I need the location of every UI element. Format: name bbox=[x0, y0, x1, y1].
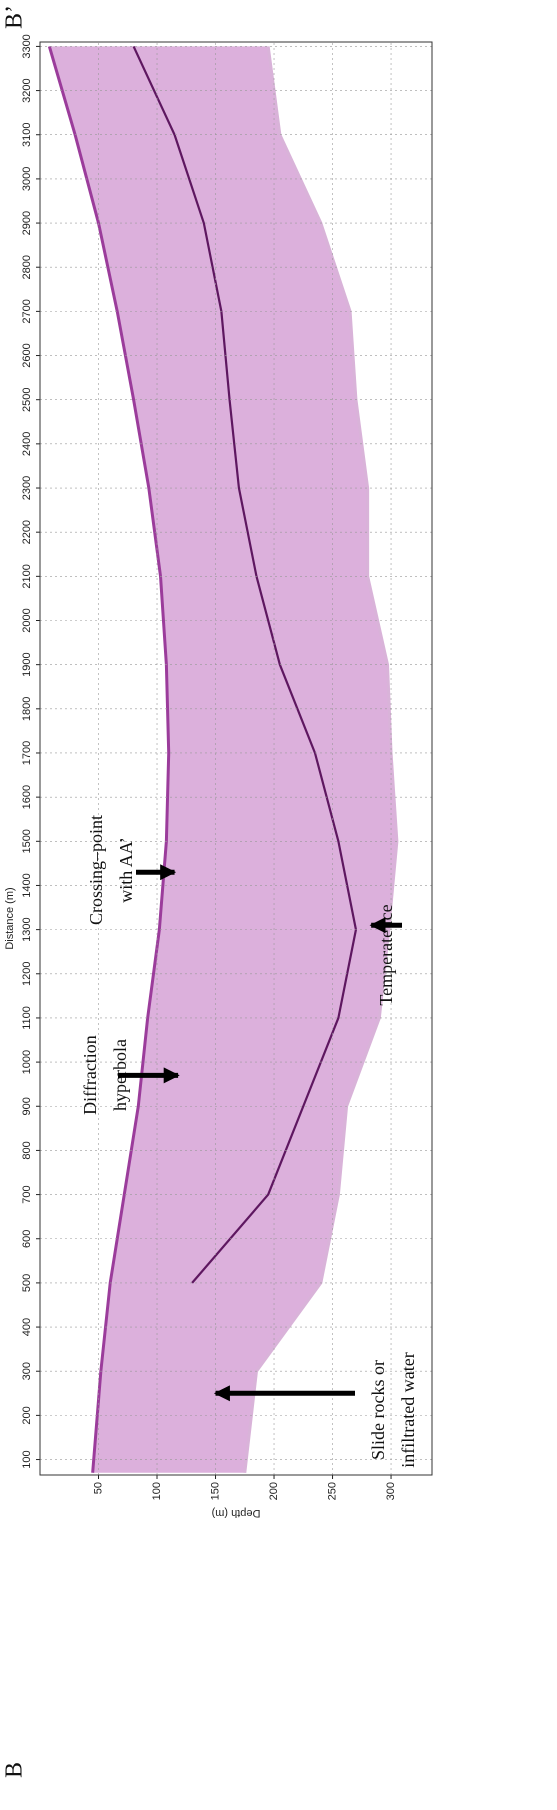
annotation-text: Crossing–point bbox=[86, 815, 106, 925]
x-tick-label: 3300 bbox=[21, 34, 33, 58]
x-tick-label: 400 bbox=[21, 1318, 33, 1336]
x-tick-label: 1100 bbox=[21, 1006, 33, 1030]
x-tick-label: 100 bbox=[21, 1450, 33, 1468]
annotation-text: Temperate ice bbox=[376, 904, 396, 1005]
y-tick-label: 200 bbox=[268, 1482, 280, 1500]
annotation-text: with AA’ bbox=[116, 837, 136, 903]
x-tick-label: 1800 bbox=[21, 697, 33, 721]
x-tick-label: 2100 bbox=[21, 564, 33, 588]
profile-end-label: B’ bbox=[2, 5, 28, 29]
x-tick-label: 1200 bbox=[21, 962, 33, 986]
y-axis-title: Depth (m) bbox=[212, 1507, 261, 1519]
x-tick-label: 2400 bbox=[21, 432, 33, 456]
x-tick-label: 1500 bbox=[21, 829, 33, 853]
profile-start-label: B bbox=[2, 1762, 28, 1778]
data-line bbox=[47, 46, 171, 1473]
plot-frame bbox=[39, 41, 433, 1476]
x-tick-label: 2300 bbox=[21, 476, 33, 500]
x-tick-label: 1000 bbox=[21, 1050, 33, 1074]
x-tick-label: 800 bbox=[21, 1141, 33, 1159]
y-tick-label: 50 bbox=[92, 1482, 104, 1494]
data-line bbox=[132, 45, 358, 1284]
x-tick-label: 3100 bbox=[21, 122, 33, 146]
x-tick-label: 700 bbox=[21, 1185, 33, 1203]
data-area bbox=[49, 46, 397, 1473]
annotation-text: infiltrated water bbox=[398, 1352, 418, 1467]
x-tick-label: 2200 bbox=[21, 520, 33, 544]
x-tick-label: 3000 bbox=[21, 167, 33, 191]
x-tick-label: 2500 bbox=[21, 387, 33, 411]
y-tick-label: 100 bbox=[151, 1482, 163, 1500]
x-tick-label: 300 bbox=[21, 1362, 33, 1380]
annotation-text: Slide rocks or bbox=[368, 1360, 388, 1460]
x-tick-label: 600 bbox=[21, 1230, 33, 1248]
x-tick-label: 3200 bbox=[21, 78, 33, 102]
x-tick-label: 2800 bbox=[21, 255, 33, 279]
annotation-text: Diffraction bbox=[80, 1035, 100, 1115]
x-tick-label: 900 bbox=[21, 1097, 33, 1115]
x-tick-label: 2700 bbox=[21, 299, 33, 323]
x-tick-label: 1600 bbox=[21, 785, 33, 809]
y-tick-label: 250 bbox=[326, 1482, 338, 1500]
x-tick-label: 2600 bbox=[21, 343, 33, 367]
x-tick-label: 1700 bbox=[21, 741, 33, 765]
x-tick-label: 500 bbox=[21, 1274, 33, 1292]
x-tick-label: 1400 bbox=[21, 873, 33, 897]
x-tick-label: 2000 bbox=[21, 608, 33, 632]
y-tick-label: 150 bbox=[209, 1482, 221, 1500]
x-tick-label: 1900 bbox=[21, 652, 33, 676]
x-tick-label: 1300 bbox=[21, 917, 33, 941]
x-tick-label: 200 bbox=[21, 1406, 33, 1424]
x-tick-label: 2900 bbox=[21, 211, 33, 235]
x-axis-title: Distance (m) bbox=[4, 887, 16, 949]
rotated-chart: 100 200 300 400 500 600 700 800 900 1000 1100 1200 1… bbox=[2, 5, 433, 1778]
y-tick-label: 300 bbox=[385, 1482, 397, 1500]
